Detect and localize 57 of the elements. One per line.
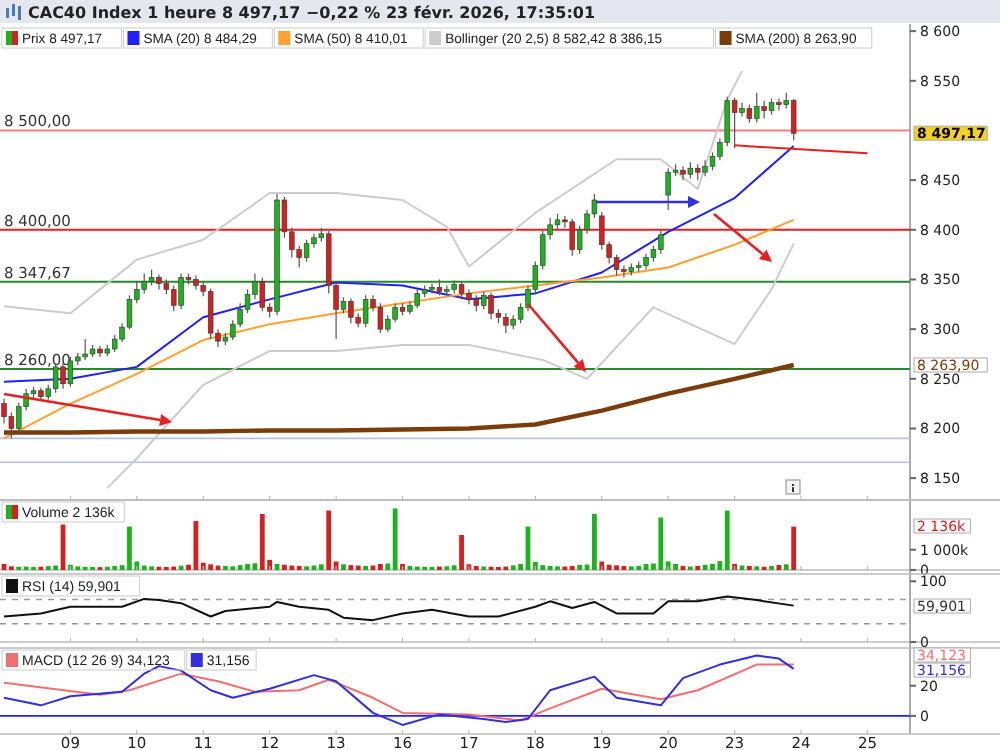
line-series [106,242,795,490]
candlestick [488,291,494,320]
candlestick [141,272,147,294]
candlestick [790,98,797,141]
candlestick [621,264,627,279]
bar [392,508,398,570]
candlestick [658,230,664,255]
bar [783,564,789,570]
candlestick [739,102,745,118]
bar [791,526,797,570]
bar [341,564,346,570]
candlestick [348,297,354,324]
bar [326,510,332,570]
candlestick [680,165,686,181]
candlestick [67,356,74,388]
candlestick [569,218,575,257]
bar [127,526,132,570]
candlestick [1,398,7,425]
candlestick [429,282,435,294]
bar [710,563,715,570]
candlestick [761,100,767,120]
line-series [3,595,795,622]
candlestick [776,98,782,112]
candlestick [731,97,738,149]
candlestick [414,288,420,309]
line-series [3,69,743,315]
bar [193,521,199,570]
candlestick [82,338,88,361]
line-series [3,218,795,440]
candlestick [362,294,369,328]
bar [592,514,597,570]
candlestick [171,284,177,312]
bar [577,564,583,570]
bar [318,564,324,570]
bar [658,517,664,570]
candlestick [259,276,265,312]
bar [459,535,464,570]
candlestick [665,167,671,211]
line-series [3,145,795,383]
bar [282,564,287,570]
candlestick [303,239,310,263]
bar [377,563,383,570]
candlestick [599,211,605,251]
bar [259,514,265,570]
bar [724,510,730,570]
candlestick [178,272,184,310]
candlestick [702,159,708,177]
candlestick [503,312,509,334]
candlestick [392,302,398,323]
bar [245,563,250,570]
chart-title: CAC40 Index 1 heure 8 497,17 −0,22 % 23 févr. 2026, 17:35:01 [28,3,596,22]
bar [673,563,678,570]
candlestick [377,302,384,334]
candlestick [754,92,760,124]
candlestick [207,287,214,340]
bar [606,564,612,570]
bar [208,564,214,570]
